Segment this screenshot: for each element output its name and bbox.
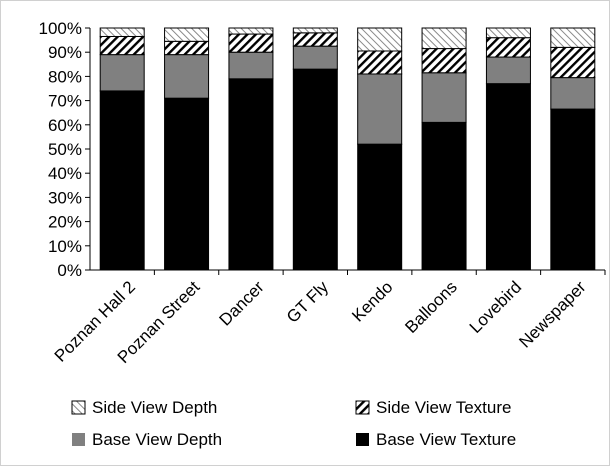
legend-swatch	[355, 400, 370, 415]
bar-segment	[421, 48, 467, 74]
x-category-label: Kendo	[348, 277, 396, 325]
bar-segment	[228, 78, 274, 271]
y-tick-label: 100%	[39, 19, 82, 38]
bars	[99, 27, 606, 275]
y-tick-label: 60%	[48, 116, 82, 135]
bar-segment	[550, 108, 596, 271]
bar-segment	[99, 90, 145, 271]
bar-segment	[228, 33, 274, 53]
bar-segment	[550, 46, 596, 79]
legend-swatch	[72, 433, 85, 446]
y-tick-label: 30%	[48, 188, 82, 207]
bar-segment	[485, 83, 531, 271]
bar-segment	[99, 35, 145, 56]
y-tick-label: 90%	[48, 43, 82, 62]
bar-segment	[485, 56, 531, 85]
legend-label: Side View Texture	[376, 398, 511, 417]
bar-segment	[357, 27, 403, 52]
bar-segment	[421, 72, 467, 123]
bar-segment	[292, 68, 338, 271]
bar-segment	[357, 73, 403, 145]
bar-segment	[164, 97, 210, 271]
x-category-label: Lovebird	[466, 277, 526, 337]
bar-segment	[99, 27, 145, 37]
bar-segment	[357, 143, 403, 271]
y-tick-label: 20%	[48, 213, 82, 232]
y-tick-label: 50%	[48, 140, 82, 159]
legend-swatch	[356, 433, 369, 446]
bar-segment	[550, 27, 596, 48]
bar-segment	[164, 40, 210, 56]
bar-segment	[421, 27, 467, 50]
bar-segment	[292, 27, 338, 34]
bar-segment	[550, 77, 596, 110]
bar-segment	[164, 27, 210, 42]
x-category-label: Newspaper	[515, 277, 589, 351]
axes: 0% 10% 20% 30% 40% 50% 60% 70% 80% 90% 100%	[39, 19, 605, 280]
bar-segment	[485, 37, 531, 58]
legend: Side View Depth Side View Texture Base Vie…	[71, 398, 516, 449]
x-category-label: GT Fly	[283, 277, 333, 327]
y-tick-label: 70%	[48, 92, 82, 111]
x-category-label: Dancer	[216, 277, 268, 329]
bar-segment	[357, 50, 403, 75]
bar-segment	[228, 27, 274, 35]
bar-segment	[292, 45, 338, 70]
y-tick-label: 10%	[48, 237, 82, 256]
bar-segment	[228, 51, 274, 80]
legend-swatch	[71, 400, 86, 415]
bar-segment	[421, 121, 467, 271]
bar-segment	[292, 32, 338, 47]
bar-segment	[164, 54, 210, 99]
legend-label: Base View Texture	[376, 430, 516, 449]
y-tick-label: 0%	[57, 261, 82, 280]
bar-segment	[99, 54, 145, 92]
x-category-label: Balloons	[401, 277, 461, 337]
y-tick-label: 80%	[48, 67, 82, 86]
legend-label: Side View Depth	[92, 398, 217, 417]
legend-label: Base View Depth	[92, 430, 222, 449]
y-tick-label: 40%	[48, 164, 82, 183]
bar-segment	[485, 27, 531, 39]
